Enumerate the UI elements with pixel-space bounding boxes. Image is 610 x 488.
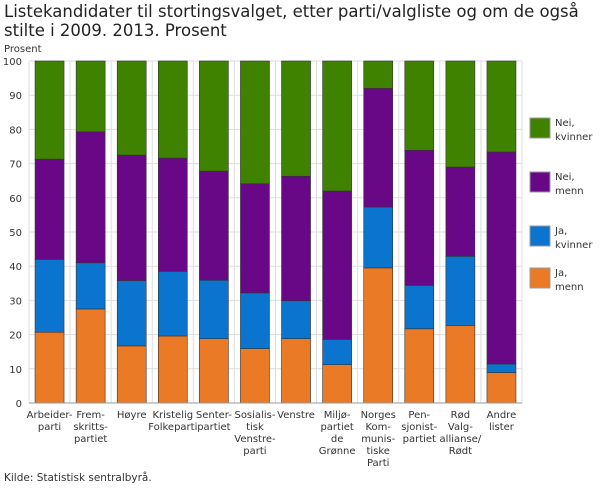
bar-segment: [363, 206, 394, 269]
bar-segment: [199, 279, 229, 340]
legend-label: Ja, menn: [554, 268, 584, 293]
bar-segment: [281, 338, 311, 404]
bar-segment: [322, 190, 352, 340]
bar-segment: [157, 335, 188, 404]
bar-segment: [116, 280, 147, 347]
x-tick-label: Pen-sjonist-partiet: [401, 410, 437, 445]
x-tick-label: Rød Valg-allianse/Rødt: [440, 410, 482, 457]
bar-segment: [157, 157, 188, 272]
legend-swatch: [529, 267, 551, 289]
source-note: Kilde: Statistisk sentralbyrå.: [4, 472, 152, 484]
chart-title: Listekandidater til stortingsvalget, ett…: [4, 2, 579, 40]
bar-segment: [486, 151, 517, 365]
x-tick-label: Andre lister: [487, 410, 517, 433]
bar-segment: [445, 325, 476, 404]
legend-label: Ja, kvinner: [554, 226, 593, 251]
bar-segment: [240, 60, 270, 185]
y-tick-label: 50: [9, 228, 22, 239]
bar-segment: [199, 338, 229, 404]
legend-label: Nei, kvinner: [555, 118, 593, 143]
bar-segment: [363, 88, 394, 208]
bar-segment: [34, 331, 65, 404]
x-tick-label: Arbeider-parti: [27, 410, 73, 433]
bar-segment: [34, 60, 65, 160]
y-tick-label: 20: [9, 331, 22, 342]
bar-segment: [75, 262, 106, 310]
x-tick-label: Norges Kom-munis-tiske Parti: [361, 410, 396, 469]
x-tick-label: Sosialis-tisk Venstre-parti: [234, 410, 276, 457]
y-tick-label: 30: [9, 296, 22, 307]
bar-segment: [486, 372, 517, 404]
bar-segment: [116, 60, 147, 156]
bar-segment: [363, 267, 394, 404]
x-tick-label: Venstre: [277, 410, 315, 421]
y-tick-label: 80: [9, 125, 22, 136]
bar-segment: [199, 60, 229, 172]
bar-segment: [363, 60, 394, 89]
bar-segment: [486, 363, 517, 373]
bar-segment: [34, 259, 65, 333]
x-tick-label: Senter-partiet: [196, 410, 232, 433]
bar-segment: [404, 328, 435, 404]
y-tick-label: 0: [16, 399, 22, 410]
bar-segment: [116, 345, 147, 404]
bar-segment: [322, 339, 352, 365]
bar-segment: [322, 364, 352, 404]
legend-swatch: [529, 225, 551, 247]
bar-segment: [445, 166, 476, 257]
bar-segment: [240, 183, 270, 294]
y-axis-label: Prosent: [4, 44, 42, 55]
y-tick-label: 90: [9, 91, 22, 102]
bar-segment: [157, 60, 188, 159]
x-tick-label: Kristelig Folkeparti: [148, 410, 197, 433]
bar-segment: [34, 158, 65, 260]
bar-segment: [75, 60, 106, 133]
y-tick-label: 100: [3, 57, 22, 68]
y-tick-label: 60: [9, 194, 22, 205]
bar-segment: [445, 255, 476, 326]
bar-segment: [75, 131, 106, 264]
bar-segment: [404, 149, 435, 286]
x-tick-label: Høyre: [117, 410, 147, 421]
legend-label: Nei, menn: [555, 172, 584, 197]
bar-segment: [404, 60, 435, 151]
bar-segment: [199, 170, 229, 281]
y-tick-label: 70: [9, 160, 22, 171]
bar-segment: [240, 348, 270, 404]
bar-segment: [322, 60, 352, 192]
legend-swatch: [529, 117, 551, 139]
bar-segment: [116, 154, 147, 281]
x-tick-label: Miljø-partiet de Grønne: [319, 410, 356, 457]
bar-segment: [486, 60, 517, 153]
x-tick-label: Frem-skritts-partiet: [73, 410, 108, 445]
bar-segment: [404, 285, 435, 330]
y-tick-label: 10: [9, 365, 22, 376]
bar-segment: [281, 175, 311, 302]
bar-segment: [75, 308, 106, 404]
legend-swatch: [529, 171, 551, 193]
bar-segment: [157, 271, 188, 337]
bar-segment: [445, 60, 476, 168]
y-tick-label: 40: [9, 262, 22, 273]
bar-segment: [240, 292, 270, 349]
bar-segment: [281, 60, 311, 177]
bar-segment: [281, 300, 311, 340]
